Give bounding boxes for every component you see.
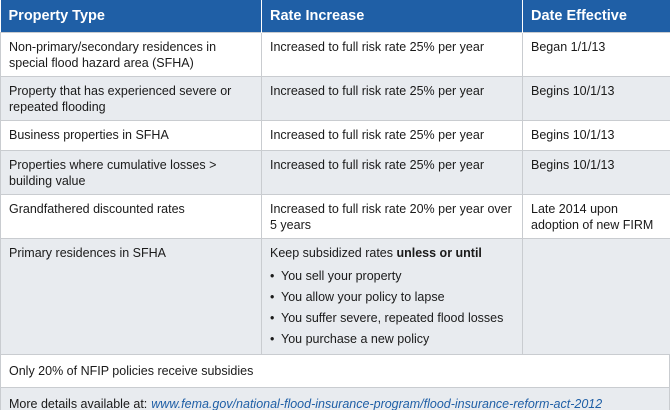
- list-item: • You suffer severe, repeated flood losse…: [270, 308, 514, 329]
- bullet-icon: •: [270, 331, 275, 346]
- cell-date: Late 2014 upon adoption of new FIRM: [522, 193, 670, 239]
- rate-intro: Keep subsidized rates: [270, 245, 393, 260]
- cell-date: [522, 237, 670, 355]
- cell-rate: Keep subsidized rates unless or until • Y…: [261, 237, 523, 355]
- cell-property: Business properties in SFHA: [0, 119, 262, 151]
- bullet-icon: •: [270, 268, 275, 283]
- bullet-icon: •: [270, 310, 275, 325]
- header-rate-increase: Rate Increase: [261, 0, 523, 32]
- fema-link[interactable]: www.fema.gov/national-flood-insurance-pr…: [151, 396, 603, 410]
- table-row: Property that has experienced severe or …: [0, 75, 670, 121]
- subsidy-note-text: Only 20% of NFIP policies receive subsid…: [9, 363, 254, 378]
- cell-property: Primary residences in SFHA: [0, 237, 262, 355]
- cell-date: Begins 10/1/13: [522, 75, 670, 121]
- conditions-list: • You sell your property • You allow your …: [270, 266, 514, 350]
- table-row: Business properties in SFHA Increased to…: [0, 119, 670, 151]
- cell-property: Grandfathered discounted rates: [0, 193, 262, 239]
- details-row: More details available at: www.fema.gov/…: [0, 387, 670, 410]
- cell-property: Properties where cumulative losses > bui…: [0, 149, 262, 195]
- cell-property: Non-primary/secondary residences in spec…: [0, 31, 262, 77]
- rate-table: Property Type Rate Increase Date Effecti…: [0, 0, 670, 355]
- header-property-type: Property Type: [0, 0, 262, 32]
- cell-rate: Increased to full risk rate 25% per year: [261, 119, 523, 151]
- subsidy-note: Only 20% of NFIP policies receive subsid…: [0, 354, 670, 388]
- details-label: More details available at:: [9, 396, 148, 410]
- cell-property: Property that has experienced severe or …: [0, 75, 262, 121]
- bullet-icon: •: [270, 289, 275, 304]
- list-item: • You purchase a new policy: [270, 329, 514, 350]
- list-item: • You sell your property: [270, 266, 514, 287]
- table-row: Primary residences in SFHA Keep subsidiz…: [0, 237, 670, 355]
- header-date-effective: Date Effective: [522, 0, 670, 32]
- cell-rate: Increased to full risk rate 25% per year: [261, 31, 523, 77]
- cell-rate: Increased to full risk rate 20% per year…: [261, 193, 523, 239]
- cell-date: Begins 10/1/13: [522, 149, 670, 195]
- list-item: • You allow your policy to lapse: [270, 287, 514, 308]
- table-row: Properties where cumulative losses > bui…: [0, 149, 670, 195]
- cell-rate: Increased to full risk rate 25% per year: [261, 149, 523, 195]
- cell-rate: Increased to full risk rate 25% per year: [261, 75, 523, 121]
- table-header-row: Property Type Rate Increase Date Effecti…: [0, 0, 670, 32]
- cell-date: Began 1/1/13: [522, 31, 670, 77]
- rate-emphasis: unless or until: [396, 245, 482, 260]
- table-row: Grandfathered discounted rates Increased…: [0, 193, 670, 239]
- table-row: Non-primary/secondary residences in spec…: [0, 31, 670, 77]
- cell-date: Begins 10/1/13: [522, 119, 670, 151]
